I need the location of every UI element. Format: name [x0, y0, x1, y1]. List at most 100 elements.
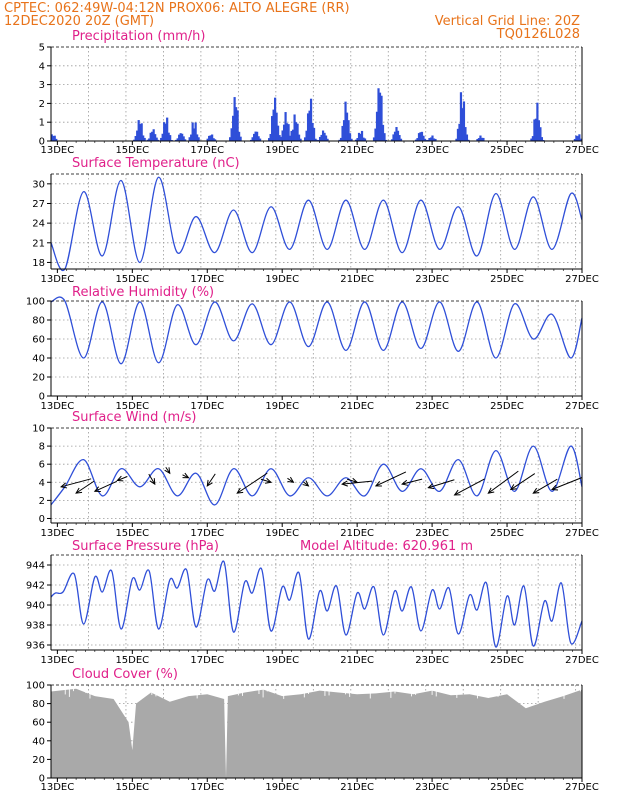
precip-bar	[50, 134, 53, 141]
x-tick-label: 15DEC	[115, 145, 149, 156]
precip-bar	[315, 139, 319, 141]
precip-bar	[236, 110, 239, 141]
precip-bar	[238, 131, 241, 141]
precip-bar	[432, 138, 436, 141]
wind-arrowhead	[453, 489, 461, 496]
precip-bar	[290, 130, 293, 141]
wind-vector	[454, 478, 485, 496]
precip-bar	[480, 137, 484, 141]
precip-bar	[341, 125, 344, 141]
header-model-id: TQ0126L028	[496, 27, 580, 42]
wind-arrowhead	[93, 486, 101, 492]
precip-bar	[540, 137, 544, 141]
precip-bar	[233, 97, 236, 141]
precip-bar	[230, 128, 233, 141]
precip-bar	[214, 139, 217, 141]
y-tick-label: 0	[39, 392, 45, 403]
precip-bar	[272, 109, 275, 141]
precip-bar	[197, 137, 200, 141]
precip-bar	[169, 135, 172, 141]
wind-arrowhead	[401, 479, 409, 486]
precip-bar	[326, 138, 329, 141]
precip-bar	[294, 122, 298, 141]
precip-bar	[306, 113, 310, 141]
wind-arrowhead	[487, 487, 495, 494]
precip-bar	[321, 130, 325, 141]
precip-bar	[428, 138, 431, 141]
y-tick-label: 4	[39, 478, 45, 489]
precip-bar	[363, 138, 367, 141]
precip-bar	[196, 134, 199, 141]
precip-bar	[257, 136, 260, 141]
y-tick-label: 60	[32, 335, 45, 346]
precip-bar	[178, 134, 181, 141]
x-tick-label: 25DEC	[490, 528, 524, 539]
precip-bar	[347, 120, 350, 141]
x-tick-label: 27DEC	[565, 401, 599, 412]
precip-bar	[191, 122, 194, 141]
x-tick-label: 27DEC	[565, 782, 599, 793]
precip-bar	[303, 137, 307, 141]
precip-bar	[380, 95, 383, 141]
precip-bar	[423, 138, 427, 141]
x-tick-label: 15DEC	[115, 655, 149, 666]
header-grid-note: Vertical Grid Line: 20Z	[435, 14, 580, 29]
precip-bar	[133, 139, 136, 141]
header-line1: CPTEC: 062:49W-04:12N PROX06: ALTO ALEGR…	[4, 1, 350, 16]
precip-bar	[212, 138, 215, 141]
wind-vector	[148, 473, 156, 485]
precip-bar	[175, 139, 178, 141]
y-tick-label: 80	[32, 699, 45, 710]
x-tick-label: 25DEC	[490, 145, 524, 156]
x-tick-label: 21DEC	[340, 401, 374, 412]
precip-bar	[479, 135, 482, 141]
precip-bar	[579, 138, 582, 141]
precip-bar	[206, 138, 209, 141]
precip-bar	[53, 135, 56, 141]
precip-bar	[211, 134, 214, 141]
y-tick-label: 27	[32, 199, 45, 210]
wind-arrowhead	[550, 484, 559, 491]
y-tick-label: 80	[32, 316, 45, 327]
precip-bar	[393, 131, 397, 141]
precip-bar	[279, 136, 283, 141]
precip-bar	[157, 139, 160, 141]
panel-annotation: Model Altitude: 620.961 m	[300, 539, 473, 554]
precip-bar	[149, 132, 152, 141]
precip-bar	[276, 125, 280, 141]
precip-bar	[291, 129, 295, 141]
precip-bar	[184, 139, 187, 141]
y-tick-label: 2	[39, 496, 45, 507]
wind-arrowhead	[532, 487, 540, 494]
y-tick-label: 6	[39, 460, 45, 471]
precip-bar	[139, 124, 142, 141]
precip-bar	[140, 123, 143, 141]
y-tick-label: 5	[39, 43, 45, 54]
wind-arrowhead	[149, 478, 156, 486]
panel-title: Surface Wind (m/s)	[72, 410, 196, 425]
precip-bar	[273, 97, 277, 141]
x-tick-label: 27DEC	[565, 655, 599, 666]
precip-bar	[208, 135, 211, 141]
precip-bar	[161, 133, 164, 141]
precip-bar	[320, 134, 323, 141]
x-tick-label: 23DEC	[415, 528, 449, 539]
precip-bar	[422, 135, 425, 141]
x-tick-label: 17DEC	[190, 528, 224, 539]
precip-bar	[253, 133, 256, 141]
x-tick-label: 19DEC	[265, 782, 299, 793]
precip-bar	[573, 138, 576, 141]
precip-bar	[359, 133, 362, 141]
precip-bar	[465, 134, 469, 141]
precip-bar	[160, 137, 163, 141]
precip-bar	[142, 135, 145, 141]
precip-bar	[542, 139, 545, 141]
wind-arrowhead	[60, 482, 68, 489]
y-tick-label: 100	[26, 297, 45, 308]
wind-arrowhead	[341, 480, 348, 487]
precip-bar	[419, 132, 422, 141]
x-tick-label: 15DEC	[115, 401, 149, 412]
precip-bar	[256, 131, 259, 141]
x-tick-label: 19DEC	[265, 401, 299, 412]
precip-bar	[254, 131, 257, 141]
